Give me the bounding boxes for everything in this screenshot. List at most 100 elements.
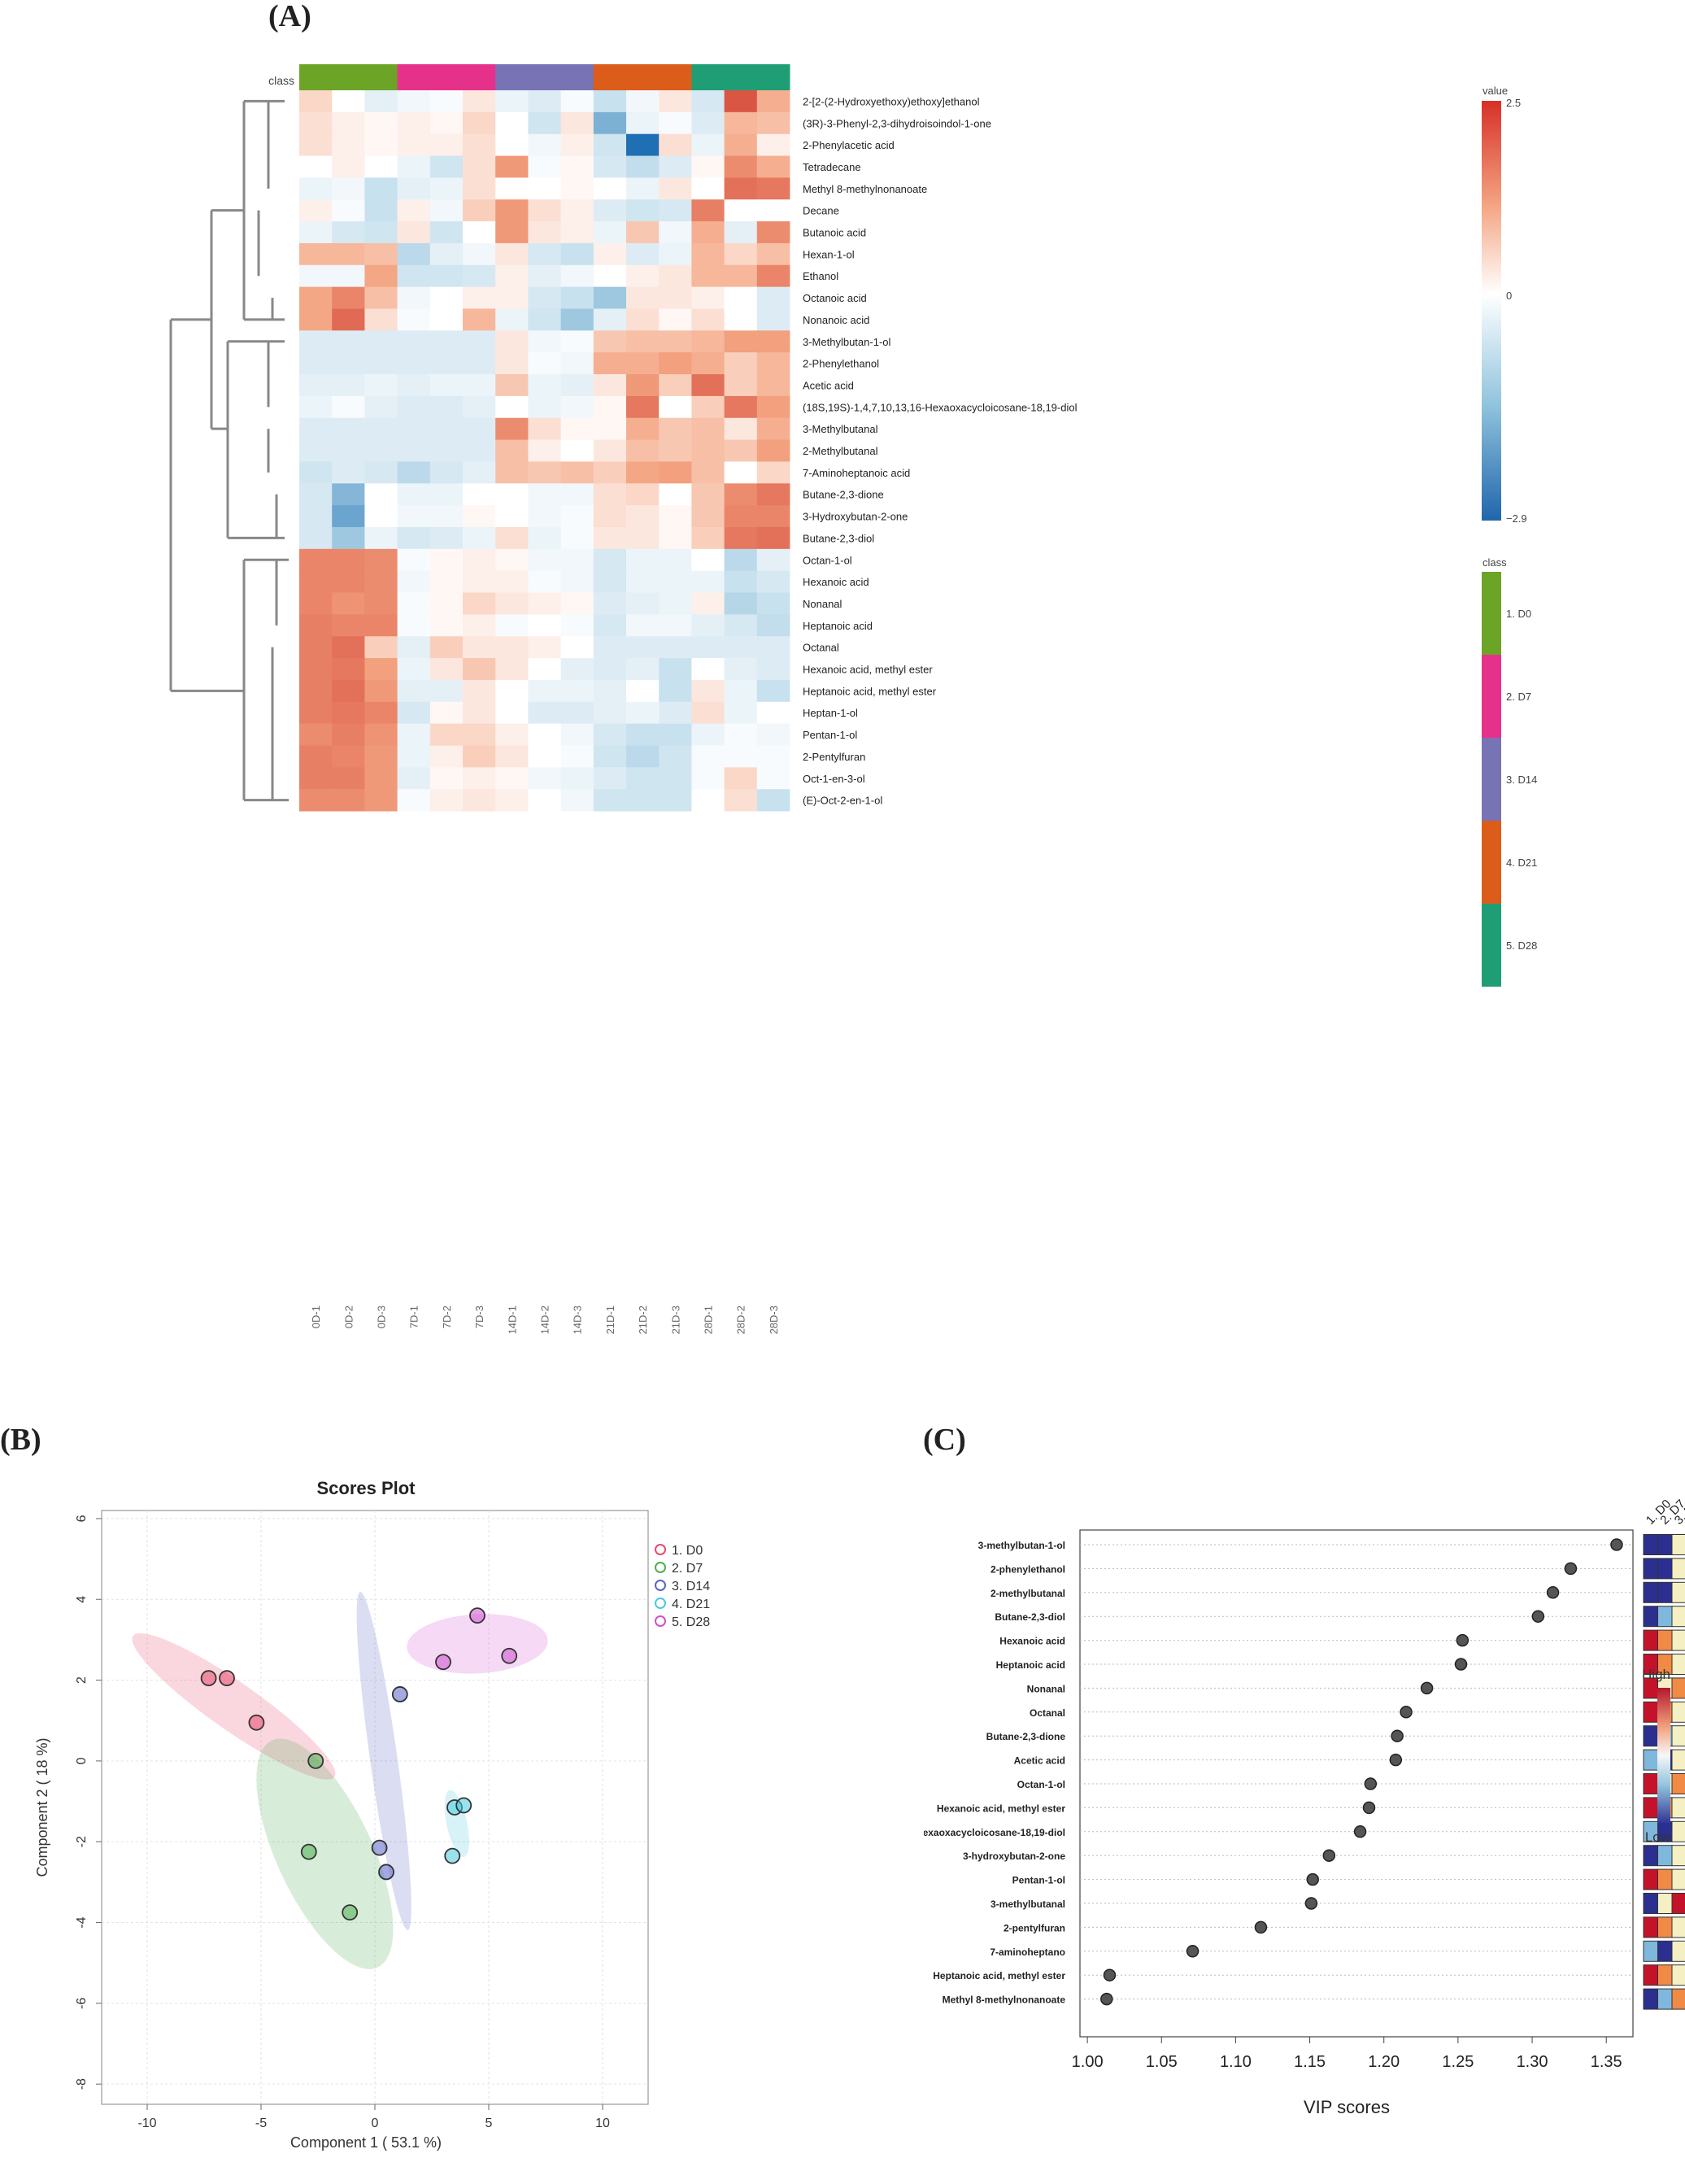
row-label: 2-Methylbutanal bbox=[803, 445, 878, 457]
heatmap-cell bbox=[429, 527, 464, 550]
heatmap-cell bbox=[429, 723, 464, 746]
heatmap-cell bbox=[332, 264, 365, 288]
heatmap-cell bbox=[463, 199, 496, 222]
vip-score-dot bbox=[1610, 1538, 1623, 1551]
heatmap-cell bbox=[593, 570, 627, 593]
heatmap-cell bbox=[397, 395, 431, 419]
heatmap-cell bbox=[397, 199, 431, 222]
heatmap-cell bbox=[495, 679, 529, 703]
heatmap-cell bbox=[299, 374, 333, 397]
heatmap-cell bbox=[593, 417, 627, 440]
vip-group-cell bbox=[1657, 1534, 1673, 1555]
vip-score-dot bbox=[1389, 1753, 1403, 1767]
column-label: 28D-3 bbox=[768, 1306, 780, 1334]
vip-score-dot bbox=[1306, 1872, 1319, 1886]
heatmap-cell bbox=[332, 527, 365, 550]
heatmap-cell bbox=[659, 701, 692, 725]
heatmap-cell bbox=[659, 374, 692, 397]
vip-feature-label: Butane-2,3-dione bbox=[986, 1731, 1066, 1742]
heatmap-cell bbox=[429, 286, 464, 309]
heatmap-cell bbox=[593, 439, 627, 462]
heatmap-cell bbox=[724, 701, 758, 725]
heatmap-cell bbox=[463, 570, 496, 593]
heatmap-cell bbox=[593, 505, 627, 528]
heatmap-cell bbox=[756, 505, 790, 528]
heatmap-cell bbox=[429, 701, 464, 725]
row-label: 3-Methylbutan-1-ol bbox=[803, 336, 890, 348]
heatmap-cell bbox=[299, 767, 333, 790]
vip-group-cell bbox=[1643, 1581, 1658, 1603]
heatmap-cell bbox=[495, 636, 529, 659]
vip-group-cell bbox=[1671, 1581, 1685, 1603]
y-tick-label: -2 bbox=[75, 1836, 89, 1847]
heatmap-cell bbox=[626, 548, 660, 572]
heatmap-cell bbox=[495, 483, 529, 506]
heatmap-cell bbox=[463, 548, 496, 572]
heatmap-cell bbox=[724, 570, 758, 593]
scores-ylabel: Component 2 ( 18 %) bbox=[34, 1737, 50, 1877]
class-bar-title: class bbox=[268, 74, 294, 87]
heatmap-cell bbox=[659, 90, 692, 113]
heatmap-cell bbox=[495, 548, 529, 572]
heatmap-cell bbox=[332, 111, 365, 135]
heatmap-cell bbox=[626, 745, 660, 768]
row-label: 3-Hydroxybutan-2-one bbox=[803, 511, 908, 523]
heatmap-cell bbox=[691, 395, 725, 419]
heatmap-cell bbox=[626, 439, 660, 462]
score-point bbox=[435, 1654, 451, 1671]
heatmap-cell bbox=[626, 308, 660, 331]
column-label: 7D-3 bbox=[473, 1306, 485, 1328]
heatmap-cell bbox=[397, 155, 431, 178]
heatmap-cell bbox=[495, 221, 529, 244]
heatmap-cell bbox=[528, 90, 561, 113]
vip-group-cell bbox=[1671, 1773, 1685, 1794]
heatmap-cell bbox=[593, 548, 627, 572]
heatmap-cell bbox=[397, 483, 431, 506]
column-label: 21D-1 bbox=[604, 1306, 616, 1334]
legend-marker bbox=[655, 1562, 666, 1573]
heatmap-cell bbox=[364, 614, 398, 637]
heatmap-cell bbox=[364, 679, 398, 703]
heatmap-cell bbox=[332, 330, 365, 353]
heatmap-cell bbox=[626, 155, 660, 178]
row-label: Decane bbox=[803, 205, 839, 217]
heatmap-cell bbox=[691, 658, 725, 681]
heatmap-cell bbox=[593, 789, 627, 812]
heatmap-cell bbox=[364, 701, 398, 725]
heatmap-cell bbox=[724, 286, 758, 309]
vip-x-tick-label: 1.10 bbox=[1220, 2053, 1252, 2071]
vip-plot: 3-methylbutan-1-ol 2-phenylethanol 2-methy… bbox=[924, 1493, 1685, 2117]
heatmap-cell bbox=[691, 177, 725, 200]
heatmap-cell bbox=[332, 374, 365, 397]
vip-feature-label: Heptanoic acid, methyl ester bbox=[933, 1970, 1065, 1981]
heatmap-cell bbox=[332, 483, 365, 506]
heatmap-cell bbox=[397, 658, 431, 681]
heatmap-cell bbox=[560, 177, 594, 200]
vip-feature-label: 3-methylbutanal bbox=[991, 1898, 1065, 1910]
heatmap-cell bbox=[593, 133, 627, 156]
vip-score-dot bbox=[1100, 1992, 1113, 2006]
vip-xlabel: VIP scores bbox=[1304, 2097, 1390, 2117]
heatmap-cell bbox=[691, 111, 725, 135]
heatmap-cell bbox=[724, 90, 758, 113]
class-legend-swatch bbox=[1482, 572, 1501, 655]
heatmap-cell bbox=[495, 242, 529, 266]
class-bar-segment bbox=[397, 64, 496, 90]
row-label: Butane-2,3-diol bbox=[803, 532, 874, 544]
heatmap-cell bbox=[495, 701, 529, 725]
value-tick-high: 2.5 bbox=[1506, 97, 1521, 109]
y-tick-label: 2 bbox=[75, 1676, 89, 1684]
heatmap-cell bbox=[364, 592, 398, 615]
row-label: Ethanol bbox=[803, 270, 838, 282]
vip-group-cell bbox=[1643, 1629, 1658, 1651]
heatmap-cell bbox=[560, 570, 594, 593]
heatmap-cell bbox=[626, 417, 660, 440]
heatmap-cell bbox=[593, 701, 627, 725]
heatmap-cell bbox=[659, 417, 692, 440]
row-label: Heptanoic acid bbox=[803, 620, 873, 632]
heatmap-cell bbox=[691, 701, 725, 725]
y-tick-label: -4 bbox=[75, 1916, 89, 1928]
class-bar-segment bbox=[593, 64, 692, 90]
heatmap-cell bbox=[756, 177, 790, 200]
